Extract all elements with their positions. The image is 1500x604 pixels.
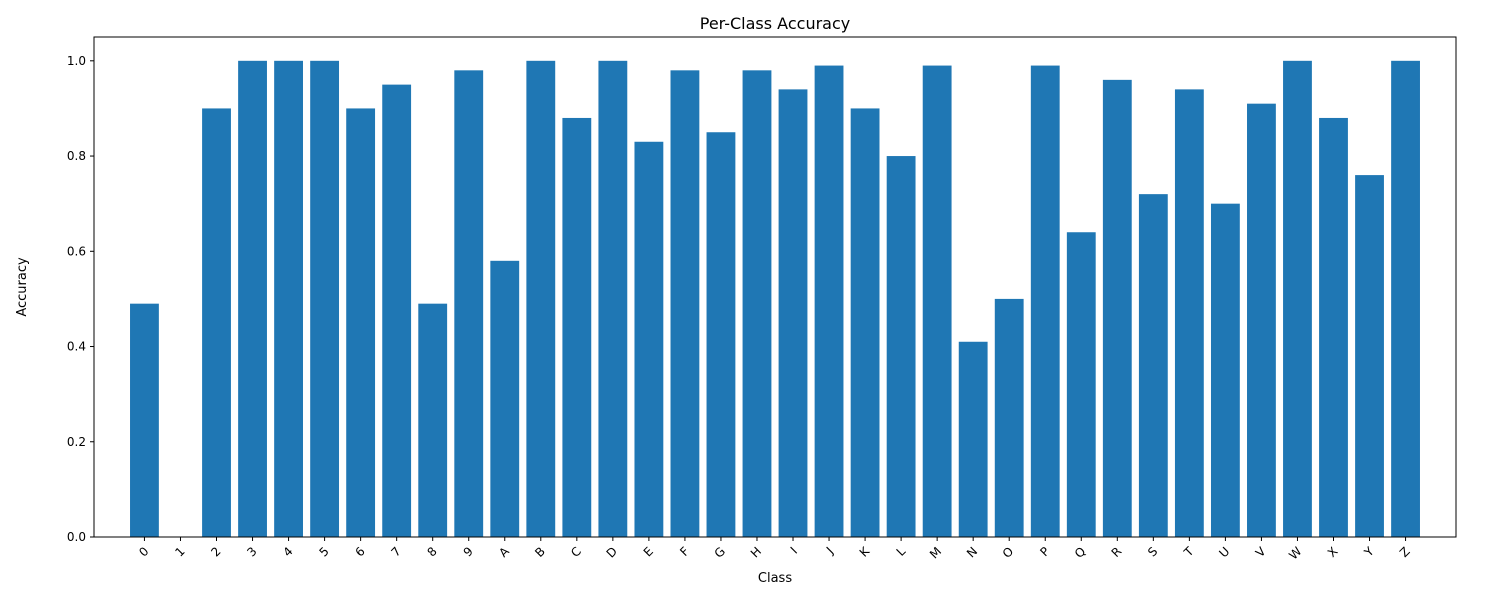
bar-2 (202, 108, 231, 538)
x-tick-label: 4 (280, 544, 295, 559)
x-tick-label: Z (1397, 544, 1413, 560)
bars-layer (130, 60, 1420, 538)
x-tick-label: O (1000, 544, 1017, 561)
x-tick-label: J (823, 544, 836, 557)
x-tick-label: S (1145, 544, 1160, 559)
x-tick-label: L (894, 544, 909, 559)
x-tick-label: 2 (208, 544, 223, 559)
x-tick-label: 3 (244, 544, 259, 559)
bar-D (598, 60, 628, 538)
x-tick-label: C (568, 544, 584, 560)
x-tick-label: A (496, 544, 512, 560)
bar-U (1210, 203, 1240, 538)
bar-Q (1066, 232, 1096, 538)
y-axis-label: Accuracy (15, 257, 30, 317)
y-tick-label: 1.0 (67, 54, 86, 68)
x-tick-label: 7 (388, 544, 403, 559)
x-tick-label: D (604, 544, 620, 560)
bar-G (706, 132, 736, 538)
x-tick-label: E (641, 544, 656, 559)
bar-4 (274, 60, 303, 538)
x-tick-label: W (1286, 544, 1304, 562)
bar-Y (1355, 175, 1384, 537)
x-tick-label: Y (1361, 544, 1377, 560)
bar-N (958, 341, 988, 537)
bar-V (1247, 103, 1276, 538)
x-tick-label: K (857, 543, 873, 559)
bar-H (742, 70, 772, 537)
bar-8 (418, 303, 448, 537)
bar-T (1174, 89, 1204, 537)
bar-7 (382, 84, 412, 538)
y-ticks-layer: 0.0 0.2 0.4 0.6 0.8 1.0 (67, 54, 94, 544)
bar-P (1030, 65, 1060, 537)
x-tick-label: H (748, 544, 764, 560)
x-tick-label: T (1181, 544, 1197, 560)
x-tick-label: 9 (461, 544, 476, 559)
bar-B (526, 60, 556, 538)
bar-5 (310, 60, 340, 538)
y-tick-label: 0.6 (67, 244, 86, 258)
bar-C (562, 117, 592, 537)
x-tick-label: F (677, 544, 692, 559)
bar-3 (238, 60, 267, 538)
x-axis-label: Class (758, 571, 792, 586)
x-tick-label: P (1037, 544, 1052, 559)
x-tick-label: U (1216, 544, 1232, 560)
bar-X (1319, 117, 1348, 537)
x-tick-label: 8 (425, 544, 440, 559)
x-tick-label: 5 (316, 544, 331, 559)
x-tick-label: G (712, 544, 728, 560)
x-tick-label: 6 (352, 544, 367, 559)
bar-S (1138, 194, 1168, 537)
x-tick-label: B (532, 544, 548, 560)
y-tick-label: 0.0 (67, 530, 86, 544)
bar-J (814, 65, 844, 537)
bar-M (922, 65, 952, 537)
y-tick-label: 0.4 (67, 340, 86, 354)
bar-W (1283, 60, 1312, 538)
x-tick-label: R (1109, 544, 1125, 560)
x-tick-label: I (788, 544, 800, 556)
plot-frame (93, 36, 1457, 538)
y-tick-label: 0.8 (67, 149, 86, 163)
bar-F (670, 70, 700, 537)
x-tick-label: 1 (172, 544, 187, 559)
x-ticks-layer: 0 1 2 3 4 5 6 7 8 9 A B C D E F G H I J K L M N O P Q R S T U V W X Y Z (136, 537, 1413, 563)
x-tick-label: Q (1072, 544, 1089, 561)
x-tick-label: M (927, 544, 944, 561)
x-tick-label: X (1325, 544, 1341, 560)
bar-6 (346, 108, 376, 538)
bar-L (886, 156, 916, 538)
x-tick-label: V (1253, 544, 1269, 560)
bar-R (1102, 79, 1132, 538)
x-tick-label: N (964, 544, 980, 560)
bar-9 (454, 70, 484, 537)
bar-O (994, 298, 1024, 537)
chart-title: Per-Class Accuracy (700, 14, 850, 33)
bar-I (778, 89, 808, 537)
bar-E (634, 141, 664, 537)
bar-K (850, 108, 880, 538)
x-tick-label: 0 (136, 544, 151, 559)
bar-Z (1391, 60, 1420, 538)
bar-A (490, 260, 520, 537)
y-tick-label: 0.2 (67, 435, 86, 449)
bar-0 (130, 303, 159, 537)
